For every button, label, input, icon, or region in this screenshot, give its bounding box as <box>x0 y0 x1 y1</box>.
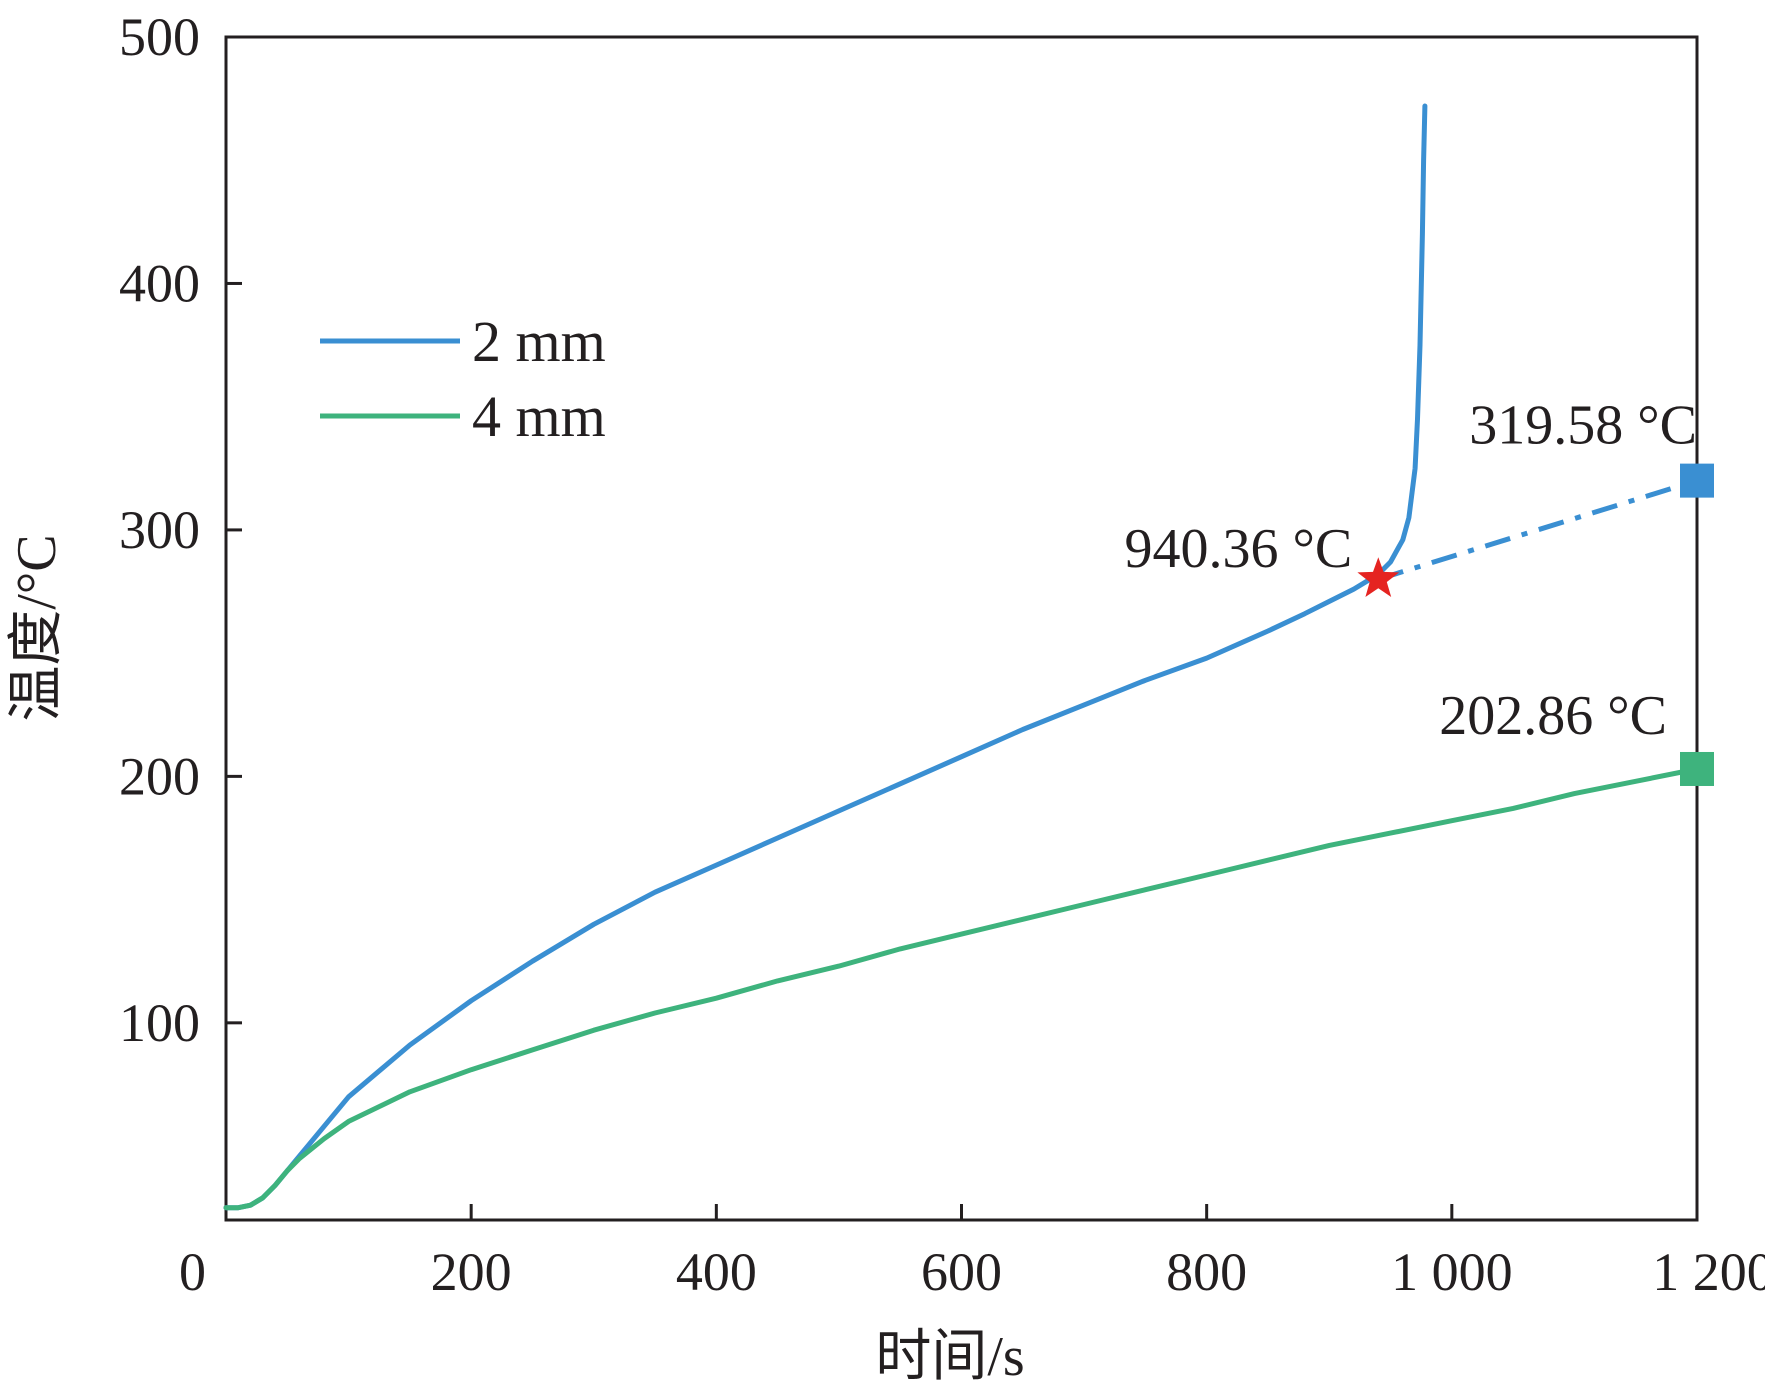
legend-label: 2 mm <box>472 309 606 374</box>
square-marker <box>1680 751 1714 786</box>
x-axis-title: 时间/s <box>875 1326 1024 1388</box>
legend: 2 mm 4 mm <box>320 309 606 449</box>
legend-label: 4 mm <box>472 384 606 449</box>
y-tick-label: 100 <box>119 993 200 1053</box>
annotation-label: 202.86 °C <box>1439 685 1667 747</box>
x-tick-label: 1 000 <box>1391 1242 1513 1302</box>
series-layer <box>223 103 1700 1211</box>
annotation-layer: 940.36 °C 319.58 °C 202.86 °C <box>1125 395 1697 747</box>
y-tick-label: 500 <box>119 7 200 67</box>
x-tick-label: 1 200 <box>1652 1242 1765 1302</box>
marker-layer <box>1357 463 1714 786</box>
x-tick-label: 800 <box>1166 1242 1247 1302</box>
x-axis-ticks: 0 200 400 600 800 1 000 1 200 <box>179 1204 1765 1302</box>
x-tick-label: 600 <box>921 1242 1002 1302</box>
y-tick-label: 400 <box>119 253 200 313</box>
x-tick-label: 0 <box>179 1242 206 1302</box>
y-axis-ticks: 100 200 300 400 500 <box>119 7 242 1053</box>
y-tick-label: 300 <box>119 500 200 560</box>
plot-frame <box>224 35 1699 1222</box>
x-tick-label: 400 <box>676 1242 757 1302</box>
x-tick-label: 200 <box>431 1242 512 1302</box>
square-marker <box>1680 463 1714 498</box>
y-axis-title: 温度/°C <box>6 534 68 721</box>
annotation-label: 319.58 °C <box>1469 395 1697 457</box>
y-tick-label: 200 <box>119 746 200 806</box>
series-line-2 <box>223 766 1700 1211</box>
series-line-1 <box>223 103 1428 1211</box>
extrapolation-line <box>1377 478 1698 582</box>
annotation-label: 940.36 °C <box>1125 518 1353 580</box>
star-marker <box>1357 557 1400 597</box>
